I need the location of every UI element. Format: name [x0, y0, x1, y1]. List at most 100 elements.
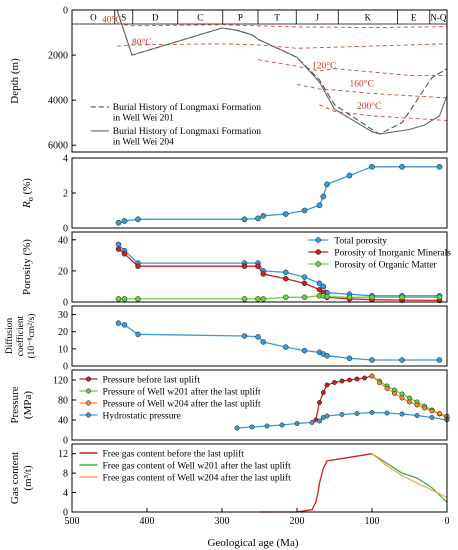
ro-point-5 [260, 212, 267, 219]
pressure-point-2-0 [369, 373, 375, 379]
period-label-D: D [152, 13, 159, 23]
panel-diffusion: 0 10 20 30 Diffusion coefficient (10⁻⁸cm²/s) [4, 305, 448, 373]
pressure-point-0-6 [347, 377, 352, 383]
pressure-point-2-4 [399, 395, 405, 401]
porosity-point-2-11 [346, 294, 353, 301]
porosity-point-2-10 [324, 293, 330, 300]
y-axis-label-porosity: Porosity (%) [21, 239, 33, 295]
diffusion-point-10 [324, 352, 330, 359]
y-axis-label-gas-line-1: (m³/t) [22, 465, 34, 491]
legend-label-burial-0: Burial History of Longmaxi Formation in W… [113, 102, 262, 124]
ro-point-6 [282, 211, 289, 217]
pressure-point-2-3 [392, 391, 397, 396]
diffusion-point-14 [436, 357, 443, 363]
panel-frame-diffusion [71, 305, 448, 367]
y-axis-label-pressure-line-0: Pressure [9, 386, 21, 423]
pressure-point-3-13 [399, 411, 405, 417]
period-label-T: T [274, 13, 280, 23]
period-label-J: J [315, 13, 319, 23]
period-label-P: P [238, 13, 243, 23]
y-tick-label-burial-2: 4000 [48, 96, 68, 107]
legend-marker-porosity-0 [315, 237, 321, 243]
x-tick-label-1: 400 [140, 516, 155, 527]
pressure-line-0 [315, 375, 373, 421]
pressure-point-0-5 [339, 378, 345, 384]
x-tick-label-0: 500 [65, 516, 80, 527]
pressure-point-2-2 [384, 386, 390, 391]
legend-label-pressure-3: Hydrostatic pressure [103, 412, 181, 422]
porosity-point-0-7 [301, 274, 308, 280]
isotherm-label-3: 160°C [350, 79, 374, 90]
porosity-point-0-6 [283, 269, 289, 276]
porosity-point-1-8 [316, 286, 323, 293]
pressure-point-3-2 [264, 423, 270, 429]
y-tick-label-pressure-0: 0 [63, 436, 68, 447]
y-tick-label-diffusion-0: 0 [63, 362, 68, 373]
x-axis: 500 400 300 200 100 0 [65, 508, 450, 527]
pressure-point-2-9 [437, 411, 442, 416]
pressure-point-2-1 [377, 380, 382, 385]
porosity-point-2-1 [121, 296, 128, 302]
pressure-point-3-12 [384, 410, 390, 416]
y-tick-label-ro-0: 0 [63, 224, 68, 235]
isotherm-4 [319, 104, 448, 121]
legend-marker-pressure-2 [85, 400, 92, 406]
y-tick-label-diffusion-3: 30 [58, 310, 68, 321]
period-label-E: E [411, 13, 417, 23]
y-tick-label-porosity-1: 20 [58, 266, 68, 277]
porosity-point-2-14 [436, 294, 443, 301]
gas-line-2 [371, 453, 448, 498]
y-tick-label-pressure-1: 40 [58, 416, 68, 427]
porosity-point-2-2 [135, 296, 141, 302]
panel-frame-pressure [71, 369, 448, 441]
pressure-point-1-5 [407, 395, 412, 401]
pressure-point-0-8 [362, 375, 367, 381]
isotherm-label-4: 200°C [357, 101, 381, 112]
pressure-point-3-6 [317, 418, 322, 424]
y-tick-label-ro-2: 4 [63, 154, 68, 165]
ro-point-13 [399, 163, 405, 170]
diffusion-point-4 [255, 334, 261, 340]
y-tick-label-gas-1: 4 [63, 488, 68, 499]
porosity-point-0-9 [320, 283, 327, 290]
ro-point-14 [436, 163, 443, 170]
porosity-point-1-3 [241, 263, 248, 269]
diffusion-point-5 [260, 339, 267, 345]
y-tick-label-diffusion-1: 10 [58, 344, 68, 355]
legend-label-porosity-1: Porosity of Inorganic Minerals [334, 248, 451, 259]
y-axis-label-diffusion-line-0: Diffusion [4, 318, 15, 354]
period-label-N-Q: N-Q [430, 13, 446, 23]
y-axis-label-gas-line-0: Gas content [9, 452, 21, 504]
legend-label-pressure-1: Pressure of Well w201 after the last upl… [103, 387, 262, 398]
period-label-S: S [121, 13, 126, 23]
pressure-point-3-10 [354, 411, 360, 416]
diffusion-point-1 [121, 322, 128, 328]
period-label-O: O [90, 13, 97, 23]
pressure-point-3-9 [339, 412, 345, 417]
pressure-point-0-1 [317, 400, 322, 405]
y-axis-label-burial: Depth (m) [9, 58, 21, 104]
y-tick-label-diffusion-2: 20 [58, 327, 68, 338]
isotherm-0 [116, 23, 448, 29]
legend-marker-pressure-3 [85, 412, 92, 418]
isotherm-3 [296, 83, 448, 99]
y-tick-label-pressure-3: 120 [53, 376, 68, 387]
panel-frame-porosity [71, 231, 448, 303]
diffusion-point-6 [283, 344, 289, 350]
legend-label-burial-1: Burial History of Longmaxi Formation in W… [113, 126, 262, 148]
y-axis-label-diffusion-line-2: (10⁻⁸cm²/s) [26, 314, 37, 359]
y-axis-label-pressure-line-1: (MPa) [22, 391, 34, 419]
pressure-point-2-6 [414, 402, 420, 408]
pressure-point-3-15 [429, 415, 435, 420]
x-axis-label: Geological age (Ma) [207, 537, 298, 549]
porosity-point-1-5 [260, 271, 267, 277]
burial-curve-1 [116, 9, 448, 135]
pressure-point-3-14 [414, 413, 420, 418]
ro-point-0 [115, 219, 122, 226]
pressure-point-2-5 [407, 399, 412, 405]
y-tick-label-porosity-0: 0 [63, 298, 68, 309]
x-tick-label-5: 0 [445, 516, 450, 527]
legend-label-pressure-2: Pressure of Well w204 after the last upl… [103, 399, 262, 410]
y-tick-label-burial-0: 0 [63, 6, 68, 17]
ro-point-8 [316, 202, 323, 209]
